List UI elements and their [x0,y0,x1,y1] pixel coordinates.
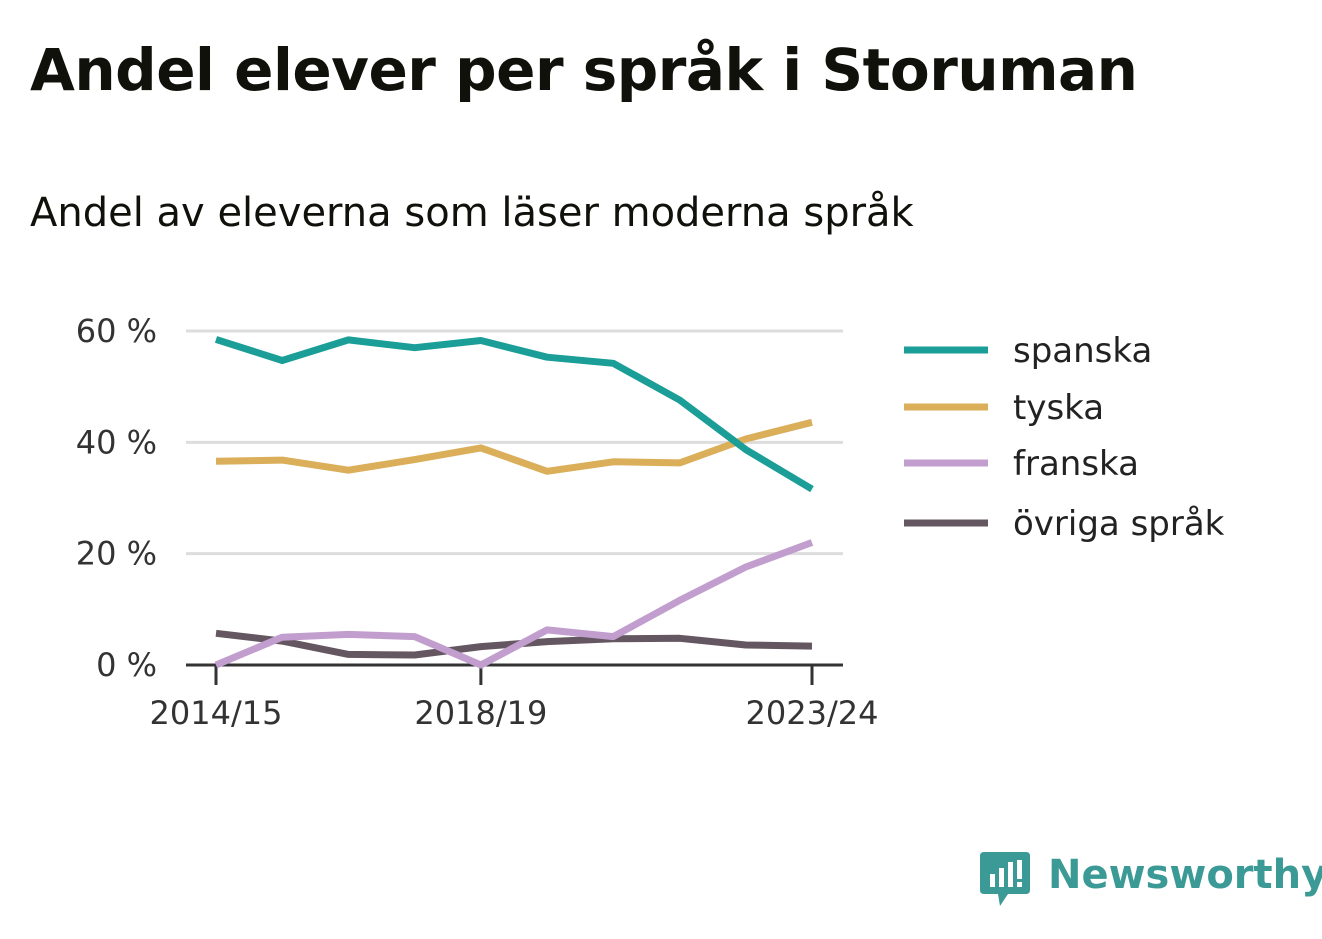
y-tick-label: 0 % [96,646,157,684]
series-line-0 [214,336,814,493]
series-lines [214,336,814,669]
x-tick-label: 2018/19 [414,694,547,732]
series-line-1 [215,418,813,475]
chart-title: Andel elever per språk i Storuman [30,36,1138,104]
series-line-2 [214,539,814,669]
y-tick-label: 20 % [76,535,157,573]
y-tick-label: 60 % [76,312,157,350]
chart-subtitle: Andel av eleverna som läser moderna språ… [30,190,914,236]
legend-label: övriga språk [1013,504,1225,544]
newsworthy-logo: Newsworthy [980,852,1322,906]
logo-wordmark: Newsworthy [1048,852,1322,898]
y-tick-label: 40 % [76,423,157,461]
x-tick-label: 2014/15 [150,694,283,732]
y-axis-ticks: 60 % 40 % 20 % 0 % [76,312,157,684]
x-axis-ticks: 2014/15 2018/19 2023/24 [150,665,879,732]
legend-label: tyska [1013,388,1104,428]
bar-chart-speech-bubble-icon [980,852,1030,906]
grid-lines [186,329,843,667]
legend-label: spanska [1013,331,1152,371]
x-tick-label: 2023/24 [746,694,879,732]
legend-label: franska [1013,444,1139,484]
legend: spanska tyska franska övriga språk [904,331,1225,544]
